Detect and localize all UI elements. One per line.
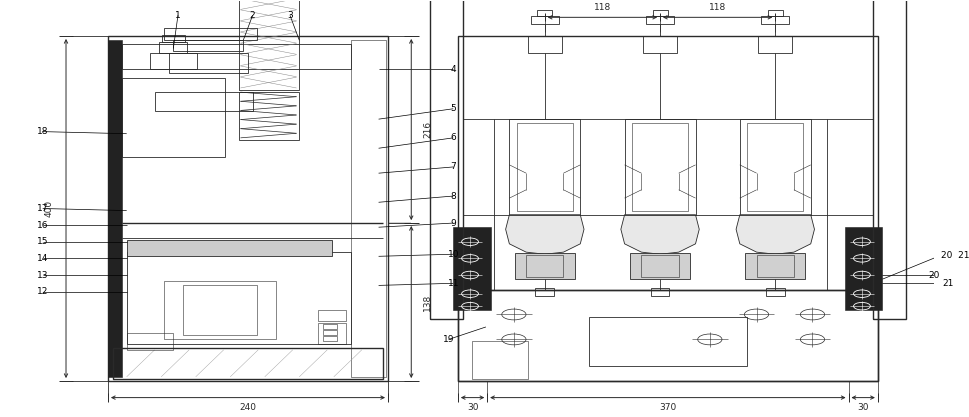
Bar (323, 336, 336, 341)
Text: 7: 7 (451, 163, 456, 171)
Text: 19: 19 (443, 335, 454, 344)
Bar (112, 348, 384, 379)
Bar (873, 0, 906, 319)
Text: 9: 9 (451, 219, 456, 228)
Text: 13: 13 (37, 271, 48, 279)
Bar (510, 119, 580, 215)
Text: 4: 4 (451, 65, 456, 74)
Bar (472, 342, 528, 379)
Bar (765, 216, 787, 227)
Bar (531, 16, 559, 24)
Text: 20: 20 (928, 271, 940, 279)
Bar (318, 310, 346, 321)
Text: 118: 118 (709, 3, 727, 13)
Polygon shape (621, 215, 700, 254)
Text: 216: 216 (423, 121, 432, 138)
Bar (127, 333, 173, 350)
Bar (632, 123, 688, 211)
Bar (238, 0, 299, 90)
Bar (588, 317, 747, 367)
Bar (169, 53, 248, 73)
Text: 14: 14 (37, 254, 48, 263)
Bar (173, 40, 243, 50)
Bar (766, 288, 785, 296)
Bar (534, 216, 556, 227)
Text: 240: 240 (239, 402, 257, 412)
Bar (323, 324, 336, 329)
Text: 370: 370 (659, 402, 676, 412)
Bar (458, 289, 878, 381)
Bar (155, 92, 253, 111)
Bar (646, 16, 674, 24)
Bar (108, 40, 122, 377)
Bar (162, 35, 184, 42)
Text: 12: 12 (37, 287, 48, 296)
Text: 17: 17 (37, 204, 48, 213)
Bar (745, 254, 805, 279)
Bar (516, 123, 573, 211)
Text: 16: 16 (37, 221, 48, 230)
Bar (625, 119, 696, 215)
Bar (122, 78, 225, 156)
Bar (127, 240, 332, 256)
Bar (318, 323, 346, 344)
Text: 18: 18 (37, 127, 48, 136)
Text: 20  21: 20 21 (941, 251, 969, 259)
Text: 10: 10 (448, 250, 459, 259)
Bar (164, 28, 258, 40)
Bar (747, 123, 803, 211)
Bar (767, 10, 783, 16)
Text: 8: 8 (451, 191, 456, 201)
Bar (164, 281, 276, 339)
Bar (538, 10, 552, 16)
Text: 6: 6 (451, 133, 456, 142)
Text: 3: 3 (287, 11, 293, 20)
Bar (150, 53, 197, 69)
Bar (651, 288, 670, 296)
Bar (757, 256, 794, 277)
Text: 30: 30 (467, 402, 479, 412)
Bar (127, 252, 351, 344)
Bar (526, 256, 564, 277)
Bar (641, 256, 678, 277)
Bar (759, 36, 792, 53)
Bar (630, 254, 690, 279)
Text: 2: 2 (250, 11, 256, 20)
Text: 118: 118 (594, 3, 611, 13)
Bar (739, 119, 811, 215)
Bar (122, 44, 351, 69)
Bar (182, 285, 258, 335)
Polygon shape (736, 215, 815, 254)
Bar (649, 216, 672, 227)
Bar (108, 36, 388, 381)
Bar (159, 42, 187, 53)
Bar (515, 254, 575, 279)
Text: 5: 5 (451, 104, 456, 113)
Bar (238, 92, 299, 140)
Text: 1: 1 (175, 11, 181, 20)
Bar (323, 330, 336, 335)
Text: 30: 30 (858, 402, 869, 412)
Bar (643, 36, 677, 53)
Text: 15: 15 (37, 237, 48, 246)
Bar (528, 36, 562, 53)
Bar (845, 227, 883, 310)
Bar (536, 288, 554, 296)
Text: 138: 138 (423, 294, 432, 311)
Bar (458, 36, 878, 381)
Bar (762, 16, 790, 24)
Bar (351, 40, 386, 377)
Polygon shape (506, 215, 584, 254)
Text: 11: 11 (448, 279, 459, 288)
Bar (453, 227, 490, 310)
Bar (430, 0, 462, 319)
Text: 21: 21 (942, 279, 953, 288)
Text: 400: 400 (45, 200, 54, 217)
Bar (652, 10, 668, 16)
